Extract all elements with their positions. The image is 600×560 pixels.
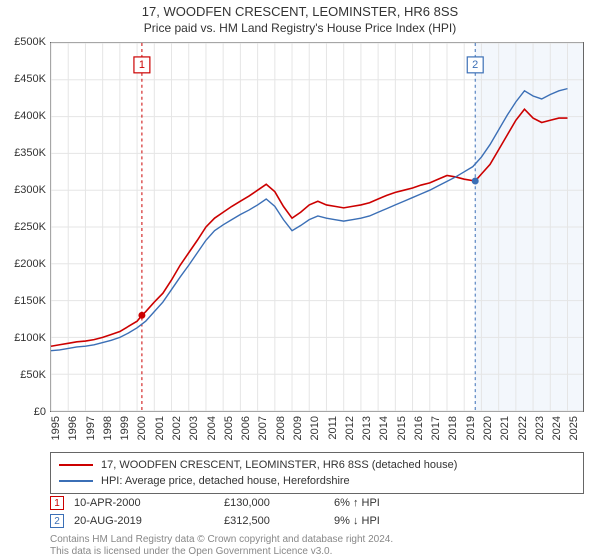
footer-line1: Contains HM Land Registry data © Crown c… xyxy=(50,534,584,546)
sale-row: 2 20-AUG-2019 £312,500 9% ↓ HPI xyxy=(50,512,584,530)
y-tick-label: £150K xyxy=(14,295,46,307)
sales-table: 1 10-APR-2000 £130,000 6% ↑ HPI 2 20-AUG-2019… xyxy=(50,494,584,530)
y-tick-label: £250K xyxy=(14,221,46,233)
x-tick-label: 1997 xyxy=(85,416,97,440)
chart-title-sub: Price paid vs. HM Land Registry's House … xyxy=(0,21,600,35)
x-tick-label: 2019 xyxy=(465,416,477,440)
x-tick-label: 2001 xyxy=(154,416,166,440)
x-tick-label: 1998 xyxy=(102,416,114,440)
sale-marker-icon: 2 xyxy=(50,514,64,528)
sale-price: £130,000 xyxy=(224,497,324,509)
x-tick-label: 2013 xyxy=(361,416,373,440)
x-tick-label: 2025 xyxy=(568,416,580,440)
x-tick-label: 2005 xyxy=(223,416,235,440)
sale-marker-number: 1 xyxy=(139,59,145,71)
sale-marker-number: 2 xyxy=(472,59,478,71)
legend-swatch xyxy=(59,464,93,466)
x-tick-label: 2010 xyxy=(309,416,321,440)
y-tick-label: £500K xyxy=(14,36,46,48)
sale-date: 20-AUG-2019 xyxy=(74,515,214,527)
x-tick-label: 1996 xyxy=(67,416,79,440)
x-tick-label: 2016 xyxy=(413,416,425,440)
y-tick-label: £400K xyxy=(14,110,46,122)
y-tick-label: £450K xyxy=(14,73,46,85)
x-tick-label: 2004 xyxy=(206,416,218,440)
x-tick-label: 2012 xyxy=(344,416,356,440)
legend-item: 17, WOODFEN CRESCENT, LEOMINSTER, HR6 8S… xyxy=(59,457,575,473)
footer-line2: This data is licensed under the Open Gov… xyxy=(50,546,584,558)
y-tick-label: £300K xyxy=(14,184,46,196)
x-tick-label: 2003 xyxy=(188,416,200,440)
y-axis: £0£50K£100K£150K£200K£250K£300K£350K£400… xyxy=(0,42,50,412)
x-tick-label: 2000 xyxy=(136,416,148,440)
y-tick-label: £200K xyxy=(14,258,46,270)
x-tick-label: 2015 xyxy=(396,416,408,440)
x-tick-label: 2008 xyxy=(275,416,287,440)
x-tick-label: 2011 xyxy=(327,416,339,440)
legend-label: HPI: Average price, detached house, Here… xyxy=(101,475,350,487)
y-tick-label: £0 xyxy=(34,406,46,418)
x-tick-label: 2021 xyxy=(499,416,511,440)
x-tick-label: 2002 xyxy=(171,416,183,440)
sale-price: £312,500 xyxy=(224,515,324,527)
legend-label: 17, WOODFEN CRESCENT, LEOMINSTER, HR6 8S… xyxy=(101,459,457,471)
x-tick-label: 2014 xyxy=(378,416,390,440)
sale-date: 10-APR-2000 xyxy=(74,497,214,509)
legend-item: HPI: Average price, detached house, Here… xyxy=(59,473,575,489)
sale-marker-dot xyxy=(138,312,145,319)
legend: 17, WOODFEN CRESCENT, LEOMINSTER, HR6 8S… xyxy=(50,452,584,494)
y-tick-label: £350K xyxy=(14,147,46,159)
x-tick-label: 2007 xyxy=(257,416,269,440)
chart-plot: 12 xyxy=(50,42,584,412)
x-tick-label: 2020 xyxy=(482,416,494,440)
legend-swatch xyxy=(59,480,93,482)
x-tick-label: 2017 xyxy=(430,416,442,440)
x-tick-label: 2024 xyxy=(551,416,563,440)
sale-hpi-delta: 6% ↑ HPI xyxy=(334,497,434,509)
y-tick-label: £100K xyxy=(14,332,46,344)
chart-title-address: 17, WOODFEN CRESCENT, LEOMINSTER, HR6 8S… xyxy=(0,4,600,19)
footer-attribution: Contains HM Land Registry data © Crown c… xyxy=(50,534,584,558)
sale-marker-icon: 1 xyxy=(50,496,64,510)
x-tick-label: 2023 xyxy=(534,416,546,440)
x-tick-label: 2006 xyxy=(240,416,252,440)
sale-hpi-delta: 9% ↓ HPI xyxy=(334,515,434,527)
sale-marker-dot xyxy=(472,178,479,185)
y-tick-label: £50K xyxy=(20,369,46,381)
x-tick-label: 2022 xyxy=(517,416,529,440)
x-tick-label: 2018 xyxy=(447,416,459,440)
x-tick-label: 2009 xyxy=(292,416,304,440)
x-tick-label: 1995 xyxy=(50,416,62,440)
sale-row: 1 10-APR-2000 £130,000 6% ↑ HPI xyxy=(50,494,584,512)
x-tick-label: 1999 xyxy=(119,416,131,440)
